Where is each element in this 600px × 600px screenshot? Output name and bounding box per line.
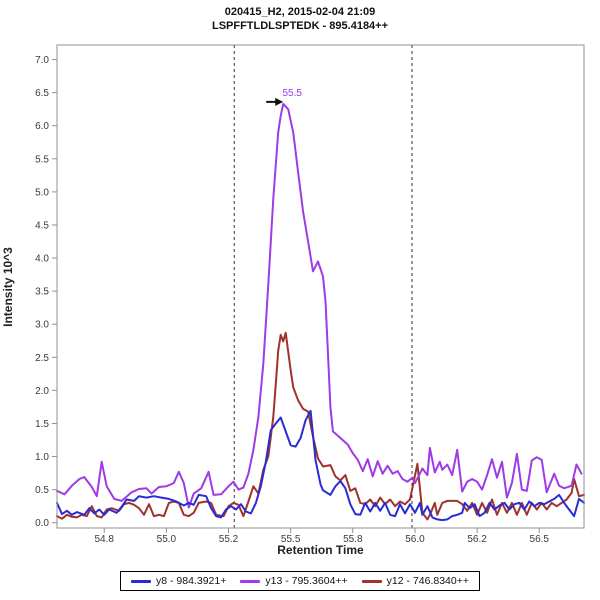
y-tick-label: 5.0 (35, 187, 49, 198)
x-axis-title: Retention Time (277, 543, 364, 557)
y-axis-title: Intensity 10^3 (1, 247, 15, 327)
legend-item-y13: y13 - 795.3604++ (240, 575, 348, 587)
x-tick-label: 55.0 (157, 534, 177, 545)
y-tick-label: 0.0 (35, 518, 49, 529)
legend-label-y13: y13 - 795.3604++ (265, 575, 348, 587)
legend-swatch-y12 (361, 579, 382, 583)
y-tick-label: 3.0 (35, 320, 49, 331)
legend-label-y12: y12 - 746.8340++ (386, 575, 470, 587)
chart-title: 020415_H2, 2015-02-04 21:09 (224, 6, 376, 18)
trace-y13 (56, 102, 583, 509)
y-tick-label: 0.5 (35, 485, 49, 496)
y-tick-label: 4.0 (35, 254, 49, 265)
y-tick-label: 1.5 (35, 419, 49, 430)
y-tick-label: 2.0 (35, 386, 49, 397)
y-tick-label: 7.0 (35, 55, 49, 66)
x-tick-label: 54.8 (94, 534, 114, 545)
x-tick-label: 56.5 (530, 534, 550, 545)
x-tick-label: 56.2 (467, 534, 487, 545)
chart-title-block: 020415_H2, 2015-02-04 21:09 LSPFFTLDLSPT… (0, 5, 600, 33)
y-tick-label: 5.5 (35, 154, 49, 165)
legend-swatch-y8 (130, 579, 151, 583)
legend-swatch-y13 (240, 579, 261, 583)
y-tick-label: 6.5 (35, 88, 49, 99)
x-tick-label: 56.0 (405, 534, 425, 545)
y-tick-label: 2.5 (35, 353, 49, 364)
plot-frame (56, 44, 585, 529)
legend-label-y8: y8 - 984.3921+ (155, 575, 227, 587)
chart-subtitle: LSPFFTLDLSPTEDK - 895.4184++ (211, 20, 389, 32)
peak-arrow-head (275, 97, 284, 106)
x-tick-label: 55.2 (219, 534, 239, 545)
x-tick-label: 55.8 (343, 534, 363, 545)
peak-rt-annotation: 55.5 (282, 88, 302, 99)
legend-item-y12: y12 - 746.8340++ (361, 575, 470, 587)
plot-area[interactable] (57, 45, 584, 528)
trace-y8 (56, 409, 585, 522)
x-tick-label: 55.5 (281, 534, 301, 545)
legend-box: y8 - 984.3921+ y13 - 795.3604++ y12 - 746.… (119, 571, 481, 591)
y-tick-label: 4.5 (35, 220, 49, 231)
trace-y12 (56, 331, 585, 521)
y-tick-label: 1.0 (35, 452, 49, 463)
y-tick-label: 3.5 (35, 287, 49, 298)
y-tick-label: 6.0 (35, 121, 49, 132)
legend-item-y8: y8 - 984.3921+ (130, 575, 227, 587)
